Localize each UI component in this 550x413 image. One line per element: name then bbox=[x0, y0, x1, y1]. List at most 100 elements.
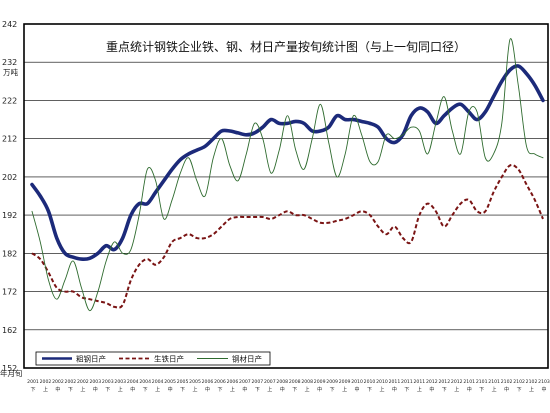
x-tick-label-xun: 下 bbox=[143, 387, 148, 393]
y-tick-labels: 242 232 222 212 202 192 182 172 162 152 bbox=[2, 20, 17, 373]
x-tick-label-year: 2001 bbox=[27, 379, 39, 385]
x-tick-label-xun: 下 bbox=[479, 387, 484, 393]
x-tick-label-year: 2007 bbox=[264, 379, 276, 385]
y-tick-label: 172 bbox=[2, 288, 17, 297]
x-tick-label-year: 2006 bbox=[214, 379, 226, 385]
x-tick-label-xun: 下 bbox=[30, 387, 35, 393]
y-tick-label: 192 bbox=[2, 211, 17, 220]
x-tick-label-xun: 中 bbox=[504, 386, 509, 393]
x-tick-label-xun: 下 bbox=[442, 387, 447, 393]
x-tick-label-year: 2003 bbox=[89, 379, 101, 385]
x-tick-label-xun: 中 bbox=[55, 386, 60, 393]
x-tick-label-xun: 下 bbox=[404, 387, 409, 393]
x-tick-label-xun: 中 bbox=[130, 386, 135, 393]
x-tick-label-year: 2008 bbox=[276, 379, 288, 385]
grid-layer bbox=[24, 61, 548, 331]
x-tick-label-xun: 下 bbox=[292, 387, 297, 393]
x-tick-label-xun: 上 bbox=[43, 386, 48, 393]
x-tick-label-xun: 上 bbox=[529, 386, 534, 393]
x-tick-label-xun: 下 bbox=[217, 387, 222, 393]
x-tick-label-year: 2004 bbox=[152, 379, 164, 385]
x-tick-label-xun: 下 bbox=[330, 387, 335, 393]
x-tick-label-year: 2003 bbox=[114, 379, 126, 385]
x-tick-label-xun: 下 bbox=[517, 387, 522, 393]
x-tick-label-xun: 下 bbox=[105, 387, 110, 393]
legend: 粗钢日产 生铁日产 钢材日产 bbox=[35, 351, 271, 366]
x-tick-label-year: 2008 bbox=[289, 379, 301, 385]
x-tick-label-year: 2101 bbox=[476, 379, 488, 385]
x-tick-label-year: 2009 bbox=[326, 379, 338, 385]
series-line-steel-products bbox=[31, 38, 544, 312]
legend-box bbox=[35, 351, 271, 366]
x-tick-label-year: 2006 bbox=[202, 379, 214, 385]
chart-title: 重点统计钢铁企业铁、钢、材日产量按旬统计图（与上一旬同口径） bbox=[106, 39, 466, 54]
x-tick-label-xun: 中 bbox=[355, 386, 360, 393]
x-tick-label-xun: 上 bbox=[267, 386, 272, 393]
x-tick-label-year: 2011 bbox=[414, 379, 426, 385]
x-tick-label-year: 2012 bbox=[451, 379, 463, 385]
x-tick-label-xun: 下 bbox=[180, 387, 185, 393]
plot-frame bbox=[23, 23, 549, 369]
x-tick-label-year: 2008 bbox=[301, 379, 313, 385]
series-line-pig-iron bbox=[31, 164, 544, 309]
x-tick-label-year: 2101 bbox=[463, 379, 475, 385]
x-tick-label-year: 2007 bbox=[251, 379, 263, 385]
y-tick-label: 232 bbox=[2, 58, 17, 67]
x-tick-label-xun: 中 bbox=[168, 386, 173, 393]
x-tick-label-xun: 上 bbox=[342, 386, 347, 393]
x-tick-label-xun: 上 bbox=[193, 386, 198, 393]
x-tick-label-xun: 中 bbox=[317, 386, 322, 393]
series-layer bbox=[30, 38, 545, 312]
x-tick-label-year: 2010 bbox=[364, 379, 376, 385]
x-tick-label-year: 2010 bbox=[351, 379, 363, 385]
x-tick-label-year: 2002 bbox=[65, 379, 77, 385]
x-tick-label-year: 2012 bbox=[438, 379, 450, 385]
x-tick-label-year: 2004 bbox=[127, 379, 139, 385]
legend-label-pig-iron: 生铁日产 bbox=[154, 354, 184, 364]
x-tick-label-xun: 中 bbox=[205, 386, 210, 393]
x-axis-unit-label: 年月旬 bbox=[0, 368, 23, 378]
legend-label-steel-products: 钢材日产 bbox=[232, 354, 262, 364]
x-tick-label-xun: 中 bbox=[467, 386, 472, 393]
x-tick-label-xun: 上 bbox=[80, 386, 85, 393]
x-tick-label-xun: 上 bbox=[417, 386, 422, 393]
y-tick-label: 202 bbox=[2, 173, 17, 182]
x-tick-label-year: 2102 bbox=[526, 379, 538, 385]
x-tick-label-year: 2007 bbox=[239, 379, 251, 385]
series-line-crude-steel bbox=[30, 64, 545, 261]
y-tick-label: 222 bbox=[2, 96, 17, 105]
x-tick-label-year: 2002 bbox=[40, 379, 52, 385]
x-tick-label-year: 2003 bbox=[102, 379, 114, 385]
x-tick-label-year: 2002 bbox=[52, 379, 64, 385]
x-tick-label-year: 2101 bbox=[488, 379, 500, 385]
legend-label-crude-steel: 粗钢日产 bbox=[76, 354, 106, 364]
x-tick-label-year: 2102 bbox=[501, 379, 513, 385]
x-tick-label-xun: 上 bbox=[305, 386, 310, 393]
x-tick-label-xun: 中 bbox=[541, 386, 546, 393]
x-tick-label-year: 2009 bbox=[314, 379, 326, 385]
x-tick-label-xun: 中 bbox=[242, 386, 247, 393]
x-tick-label-year: 2006 bbox=[227, 379, 239, 385]
x-tick-label-year: 2005 bbox=[189, 379, 201, 385]
y-tick-label: 182 bbox=[2, 249, 17, 258]
y-tick-label: 162 bbox=[2, 326, 17, 335]
x-tick-label-year: 2005 bbox=[177, 379, 189, 385]
y-tick-label: 152 bbox=[2, 364, 17, 373]
x-tick-label-year: 2103 bbox=[538, 379, 550, 385]
x-tick-label-year: 2009 bbox=[339, 379, 351, 385]
x-tick-label-year: 2004 bbox=[139, 379, 151, 385]
x-tick-label-year: 2102 bbox=[513, 379, 525, 385]
x-tick-label-xun: 上 bbox=[118, 386, 123, 393]
x-tick-label-xun: 中 bbox=[429, 386, 434, 393]
x-tick-label-xun: 中 bbox=[280, 386, 285, 393]
x-tick-label-xun: 中 bbox=[392, 386, 397, 393]
x-tick-label-xun: 上 bbox=[454, 386, 459, 393]
x-tick-label-xun: 上 bbox=[230, 386, 235, 393]
y-tick-label: 242 bbox=[2, 20, 17, 29]
x-tick-label-xun: 上 bbox=[155, 386, 160, 393]
x-tick-label-year: 2011 bbox=[389, 379, 401, 385]
x-tick-label-year: 2010 bbox=[376, 379, 388, 385]
x-tick-labels: 2001下2002上2002中2002下2002上2003中2003下2003上… bbox=[27, 379, 550, 393]
